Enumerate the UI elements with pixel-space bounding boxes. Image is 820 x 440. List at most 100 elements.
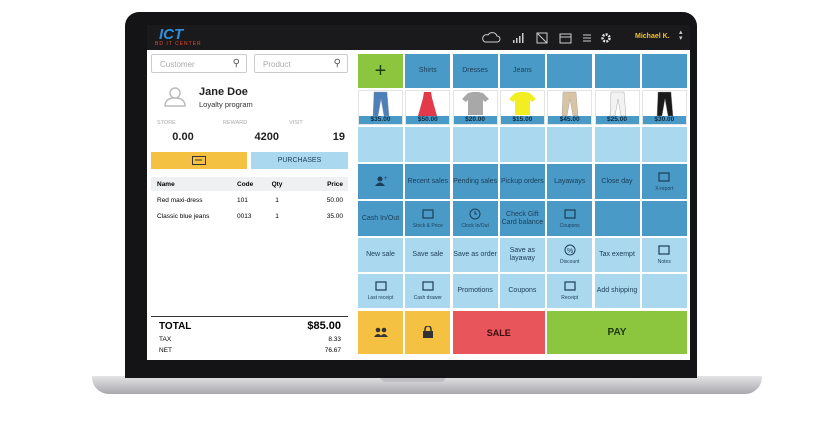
action-tile[interactable]: Save as layaway	[499, 238, 545, 272]
action-tile[interactable]: New sale	[358, 238, 403, 272]
laptop-notch	[380, 376, 446, 382]
empty-tile[interactable]	[641, 274, 687, 308]
action-tile[interactable]: Promotions	[452, 274, 498, 308]
category-tile[interactable]: Dresses	[452, 54, 498, 88]
totals-divider	[151, 316, 348, 317]
product-search-placeholder: Product	[263, 60, 291, 69]
brand-subtitle: BD IT CENTER	[155, 41, 202, 47]
action-tile[interactable]: Clock In/Out	[452, 201, 498, 236]
add-customer-tile[interactable]: +	[358, 164, 403, 199]
lock-tile[interactable]	[405, 311, 451, 354]
action-tile[interactable]: % Discount	[547, 238, 593, 272]
product-tile[interactable]: $15.00	[499, 90, 545, 125]
empty-tile[interactable]	[499, 127, 545, 162]
product-tile[interactable]: $20.00	[452, 90, 498, 125]
empty-tile[interactable]	[641, 54, 687, 88]
empty-tile[interactable]	[594, 127, 640, 162]
product-price: $30.00	[642, 116, 686, 124]
purchases-button[interactable]: PURCHASES	[251, 152, 348, 169]
product-tile[interactable]: $25.00	[594, 90, 640, 125]
tile-icon	[658, 171, 670, 182]
user-name[interactable]: Michael K.	[635, 33, 670, 40]
empty-tile[interactable]	[547, 127, 593, 162]
user-menu-arrow[interactable]: ▴ ▾	[679, 29, 683, 42]
product-price: $35.00	[359, 116, 402, 124]
total-value: $85.00	[307, 320, 341, 332]
product-tile[interactable]: $30.00	[641, 90, 687, 125]
product-image	[609, 91, 626, 117]
table-header-cell: Name	[157, 181, 175, 188]
tile-icon	[373, 327, 388, 337]
add-tile[interactable]: +	[358, 54, 403, 88]
product-tile[interactable]: $35.00	[358, 90, 403, 125]
net-label: NET	[159, 347, 172, 354]
stat-label: VISIT	[289, 120, 303, 126]
action-tile[interactable]: Cash drawer	[405, 274, 451, 308]
action-tile[interactable]: Notes	[641, 238, 687, 272]
action-tile[interactable]: Last receipt	[358, 274, 403, 308]
action-tile[interactable]: Pending sales	[452, 164, 498, 199]
brand-logo: ICT	[159, 26, 184, 43]
table-cell: 1	[275, 197, 279, 204]
svg-text:+: +	[384, 176, 388, 182]
product-image	[418, 92, 438, 116]
action-tile[interactable]: Coupons	[547, 201, 593, 236]
empty-tile[interactable]	[594, 54, 640, 88]
top-bar: ICT BD IT CENTER Michael K. ▴ ▾	[147, 25, 690, 50]
tile-icon: %	[564, 244, 576, 256]
product-search[interactable]: Product ⚲	[254, 54, 348, 73]
pay-button[interactable]: PAY	[547, 311, 687, 354]
customer-search[interactable]: Customer ⚲	[151, 54, 247, 73]
customer-program: Loyalty program	[199, 100, 253, 109]
action-tile[interactable]: Check Gift Card balance	[499, 201, 545, 236]
table-cell: 101	[237, 197, 248, 204]
stat-label: STORE	[157, 120, 176, 126]
table-cell: Classic blue jeans	[157, 213, 210, 220]
product-price: $15.00	[500, 116, 544, 124]
product-tile[interactable]: $45.00	[547, 90, 593, 125]
product-image	[561, 91, 579, 117]
action-tile[interactable]: Tax exempt	[594, 238, 640, 272]
table-cell: 50.00	[326, 197, 343, 204]
sale-button[interactable]: SALE	[452, 311, 545, 354]
product-image	[508, 92, 536, 115]
action-tile[interactable]: Coupons	[499, 274, 545, 308]
category-tile[interactable]: Jeans	[499, 54, 545, 88]
table-header-cell: Price	[327, 181, 343, 188]
tile-icon	[422, 325, 433, 338]
toolbar-icons	[482, 32, 611, 44]
tile-icon	[658, 245, 670, 255]
action-tile[interactable]: Add shipping	[594, 274, 640, 308]
product-tile[interactable]: $50.00	[405, 90, 451, 125]
product-image	[461, 92, 489, 115]
action-tile[interactable]: Pickup orders	[499, 164, 545, 199]
empty-tile[interactable]	[452, 127, 498, 162]
empty-tile[interactable]	[641, 127, 687, 162]
action-tile[interactable]: Layaways	[547, 164, 593, 199]
empty-tile[interactable]	[405, 127, 451, 162]
svg-text:%: %	[567, 248, 573, 255]
action-tile[interactable]: X-report	[641, 164, 687, 199]
action-tile[interactable]: Receipt	[547, 274, 593, 308]
action-tile[interactable]: Close day	[594, 164, 640, 199]
table-cell: 0013	[237, 213, 252, 220]
action-tile[interactable]: Cash In/Out	[358, 201, 403, 236]
stat-label: REWARD	[223, 120, 248, 126]
empty-tile[interactable]	[594, 201, 640, 236]
card-button[interactable]	[151, 152, 247, 169]
empty-tile[interactable]	[547, 54, 593, 88]
empty-tile[interactable]	[358, 127, 403, 162]
customers-tile[interactable]	[358, 311, 403, 354]
action-tile[interactable]: Stock & Price	[405, 201, 451, 236]
action-tile[interactable]: Save sale	[405, 238, 451, 272]
empty-tile[interactable]	[641, 201, 687, 236]
action-tile[interactable]: Save as order	[452, 238, 498, 272]
table-cell: 35.00	[326, 213, 343, 220]
table-cell: 1	[275, 213, 279, 220]
action-tile[interactable]: Recent sales	[405, 164, 451, 199]
product-image	[372, 91, 390, 117]
category-tile[interactable]: Shirts	[405, 54, 451, 88]
customer-search-placeholder: Customer	[160, 60, 195, 69]
table-cell: Red maxi-dress	[157, 197, 203, 204]
